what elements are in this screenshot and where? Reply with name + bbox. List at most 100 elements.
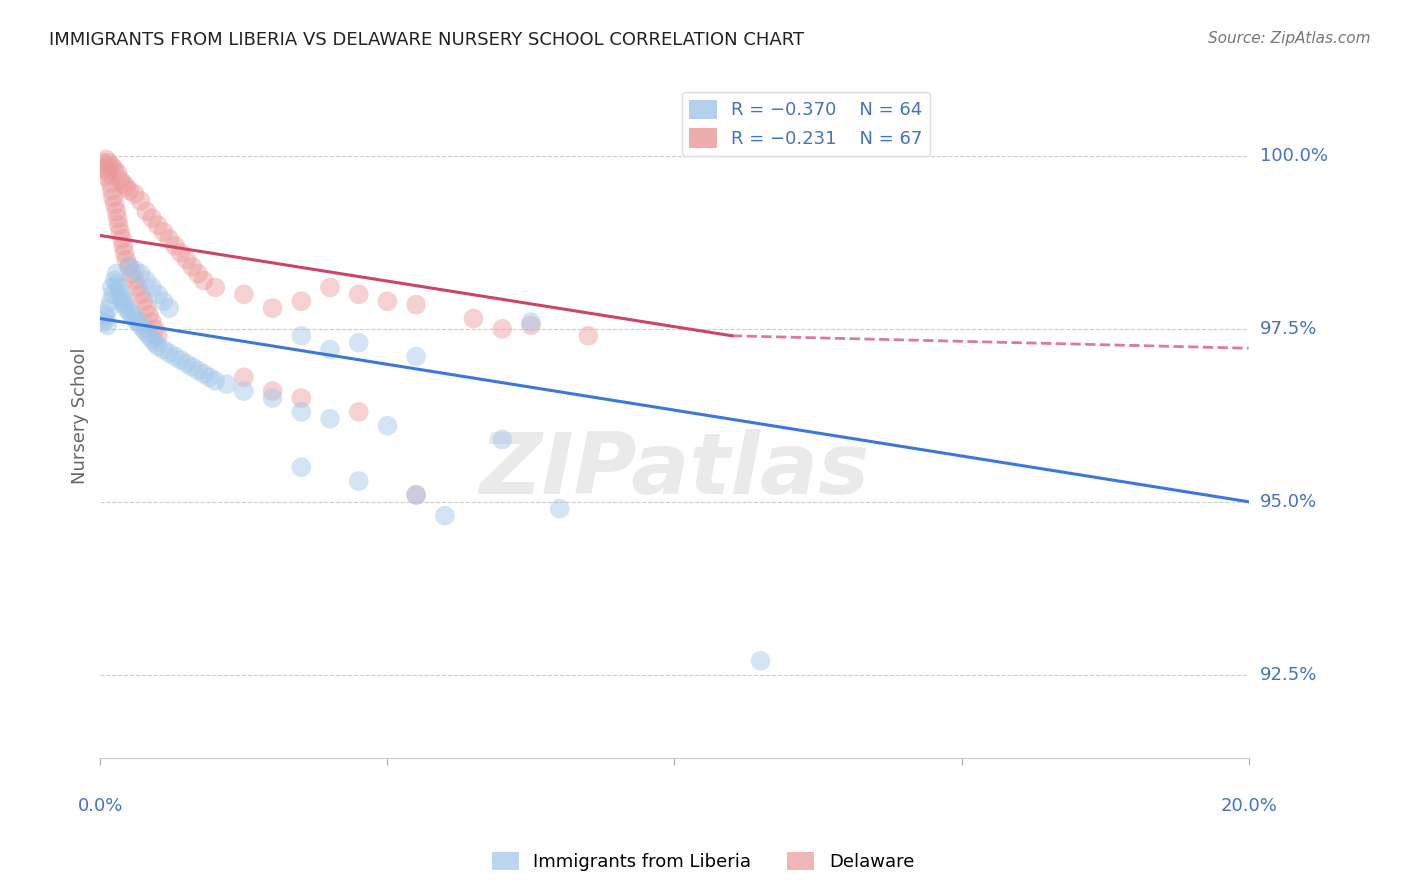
Point (118, 304, 141, 318)
Point (104, 197, 127, 211)
Point (405, 298, 427, 312)
Point (319, 280, 342, 294)
Legend: R = −0.370    N = 64, R = −0.231    N = 67: R = −0.370 N = 64, R = −0.231 N = 67 (682, 92, 929, 155)
Point (157, 346, 180, 360)
Point (115, 301, 138, 315)
Point (100, 177, 122, 191)
Point (101, 184, 124, 198)
Point (141, 211, 163, 226)
Point (104, 162, 127, 177)
Text: Source: ZipAtlas.com: Source: ZipAtlas.com (1208, 31, 1371, 46)
Point (101, 159, 124, 173)
Point (124, 263, 146, 277)
Point (132, 294, 155, 309)
Point (97, 301, 120, 315)
Point (94, 311, 117, 326)
Point (115, 180, 138, 194)
Point (347, 405, 370, 419)
Point (176, 252, 198, 267)
Point (107, 280, 129, 294)
Point (141, 332, 163, 346)
Text: 97.5%: 97.5% (1260, 320, 1317, 338)
Point (520, 318, 543, 333)
Point (107, 166, 129, 180)
Point (135, 301, 157, 315)
Point (152, 343, 174, 357)
Point (187, 267, 209, 281)
Point (127, 280, 149, 294)
Point (146, 218, 169, 232)
Point (105, 204, 128, 219)
Point (107, 277, 129, 291)
Point (143, 322, 166, 336)
Point (141, 280, 163, 294)
Point (101, 190, 124, 204)
Text: 100.0%: 100.0% (1260, 147, 1327, 165)
Point (129, 287, 152, 301)
Point (290, 405, 312, 419)
Point (163, 239, 186, 253)
Point (290, 328, 312, 343)
Point (129, 194, 152, 208)
Point (105, 267, 128, 281)
Point (124, 273, 146, 287)
Point (433, 508, 456, 523)
Point (163, 350, 186, 364)
Point (112, 177, 135, 191)
Point (96, 159, 118, 173)
Point (463, 311, 485, 326)
Point (101, 280, 124, 294)
Text: 0.0%: 0.0% (77, 797, 124, 814)
Point (118, 260, 141, 274)
Point (170, 245, 193, 260)
Point (143, 335, 166, 350)
Point (100, 294, 122, 309)
Point (232, 370, 254, 384)
Point (112, 239, 135, 253)
Point (110, 173, 132, 187)
Point (138, 328, 160, 343)
Point (97, 156, 120, 170)
Point (548, 501, 571, 516)
Point (97, 166, 120, 180)
Point (576, 328, 599, 343)
Point (94, 308, 117, 322)
Text: IMMIGRANTS FROM LIBERIA VS DELAWARE NURSERY SCHOOL CORRELATION CHART: IMMIGRANTS FROM LIBERIA VS DELAWARE NURS… (49, 31, 804, 49)
Legend: Immigrants from Liberia, Delaware: Immigrants from Liberia, Delaware (485, 845, 921, 879)
Point (129, 267, 152, 281)
Point (101, 287, 124, 301)
Point (94, 153, 117, 167)
Point (91, 156, 114, 170)
Point (107, 218, 129, 232)
Point (124, 311, 146, 326)
Point (94, 169, 117, 184)
Point (215, 377, 238, 392)
Point (170, 353, 193, 368)
Point (204, 280, 226, 294)
Point (319, 343, 342, 357)
Point (135, 204, 157, 219)
Point (319, 411, 342, 425)
Point (141, 315, 163, 329)
Point (176, 356, 198, 370)
Point (405, 350, 427, 364)
Point (135, 326, 157, 340)
Point (377, 294, 399, 309)
Point (347, 287, 370, 301)
Point (110, 225, 132, 239)
Point (94, 162, 117, 177)
Point (129, 318, 152, 333)
Point (377, 418, 399, 433)
Point (138, 308, 160, 322)
Point (114, 298, 136, 312)
Point (749, 654, 772, 668)
Point (262, 384, 284, 398)
Point (491, 322, 513, 336)
Point (193, 273, 215, 287)
Point (110, 287, 132, 301)
Point (290, 294, 312, 309)
Point (96, 318, 118, 333)
Point (118, 260, 141, 274)
Text: ZIPatlas: ZIPatlas (479, 428, 869, 512)
Point (111, 291, 134, 305)
